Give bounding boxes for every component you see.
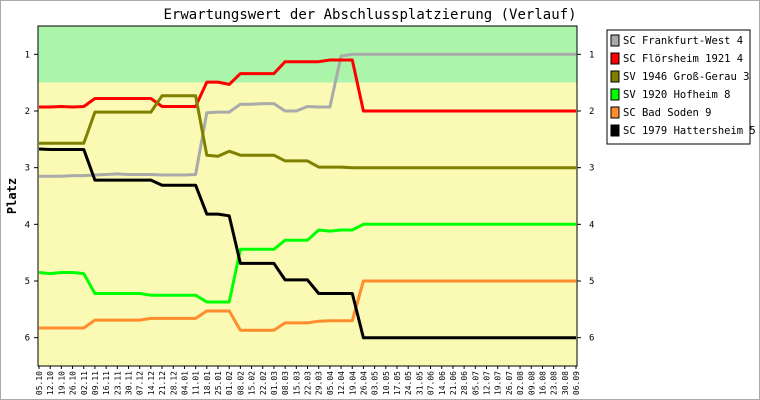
y-tick-label-right: 1 [589,50,594,60]
series-line-0 [39,52,576,178]
x-tick-label: 06.09 [572,371,581,395]
x-tick-label: 19.04 [348,371,357,395]
series-line-5 [38,147,576,340]
x-tick-label: 23.11 [113,371,122,395]
x-tick-label: 23.08 [550,371,559,395]
x-tick-label: 25.01 [214,371,223,395]
x-tick-label: 14.06 [438,371,447,395]
x-tick-label: 15.03 [292,371,301,395]
series-line-4 [39,279,576,332]
series-line-3 [38,222,576,304]
x-tick-label: 30.08 [561,371,570,395]
x-tick-label: 04.01 [180,371,189,395]
x-tick-label: 09.08 [527,371,536,395]
x-tick-label: 19.10 [57,371,66,395]
legend-swatch-2 [610,70,620,83]
x-tick-label: 02.11 [80,371,89,395]
legend-label: SC 1979 Hattersheim 5 [623,125,756,137]
x-tick-label: 11.01 [192,371,201,395]
x-tick-label: 01.03 [270,371,279,395]
x-tick-label: 05.10 [35,371,44,395]
legend-label: SV 1920 Hofheim 8 [623,89,730,101]
legend-swatch-5 [610,124,620,137]
y-tick-label-left: 5 [25,277,30,287]
legend-box [606,29,751,145]
y-axis-label: Platz [5,178,19,214]
x-tick-label: 05.04 [326,371,335,395]
x-tick-label: 30.11 [125,371,134,395]
x-tick-label: 12.10 [46,371,55,395]
y-tick-label-right: 2 [589,107,594,117]
legend-label: SC Frankfurt-West 4 [623,35,743,47]
x-tick-label: 26.10 [69,371,78,395]
x-axis: 05.10 12.10 19.10 26.10 02.11 09.11 16.11 23.11… [35,366,581,395]
legend-swatch-0 [610,34,620,47]
x-tick-label: 31.05 [415,371,424,395]
y-tick-label-right: 5 [589,277,594,287]
y-tick-label-left: 1 [25,50,30,60]
x-tick-label: 28.06 [460,371,469,395]
y-tick-label-left: 3 [25,164,30,174]
x-tick-label: 07.06 [427,371,436,395]
x-tick-label: 16.08 [538,371,547,395]
x-tick-label: 26.04 [359,371,368,395]
x-tick-label: 22.03 [304,371,313,395]
x-tick-label: 28.12 [169,371,178,395]
series-line-2 [39,94,576,170]
legend-label: SC Flörsheim 1921 4 [623,53,743,65]
x-tick-label: 22.02 [259,371,268,395]
y-tick-label-right: 4 [589,220,594,230]
series-lines [38,52,576,340]
x-tick-label: 17.05 [393,371,402,395]
legend-label: SC Bad Soden 9 [623,107,712,119]
x-tick-label: 03.05 [371,371,380,395]
x-tick-label: 12.07 [483,371,492,395]
x-tick-label: 15.02 [248,371,257,395]
x-tick-label: 19.07 [494,371,503,395]
legend-swatch-3 [610,88,620,101]
y-tick-label-left: 6 [25,334,30,344]
x-tick-label: 02.08 [516,371,525,395]
x-tick-label: 07.12 [136,371,145,395]
x-tick-label: 08.03 [281,371,290,395]
x-tick-label: 16.11 [102,371,111,395]
x-tick-label: 18.01 [203,371,212,395]
legend-swatch-4 [610,106,620,119]
x-tick-label: 26.07 [505,371,514,395]
background-bands [38,26,577,367]
legend: SC Frankfurt-West 4 SC Flörsheim 1921 4 SV… [606,29,756,145]
series-line-1 [39,58,576,113]
x-tick-label: 01.02 [225,371,234,395]
x-tick-label: 24.05 [404,371,413,395]
y-tick-label-right: 6 [589,334,594,344]
x-tick-label: 29.03 [315,371,324,395]
y-tick-label-left: 4 [25,220,30,230]
y-axis: 1 1 2 2 3 3 4 4 5 5 6 6 [25,50,595,343]
chart-title: Erwartungswert der Abschlussplatzierung … [163,7,576,23]
y-tick-label-left: 2 [25,107,30,117]
x-tick-label: 21.06 [449,371,458,395]
x-tick-label: 21.12 [158,371,167,395]
legend-swatch-1 [610,52,620,65]
x-tick-label: 12.04 [337,371,346,395]
x-tick-label: 10.05 [382,371,391,395]
x-tick-label: 14.12 [147,371,156,395]
y-tick-label-right: 3 [589,164,594,174]
legend-label: SV 1946 Groß-Gerau 3 [623,71,749,83]
x-tick-label: 08.02 [236,371,245,395]
x-tick-label: 05.07 [471,371,480,395]
x-tick-label: 09.11 [91,371,100,395]
